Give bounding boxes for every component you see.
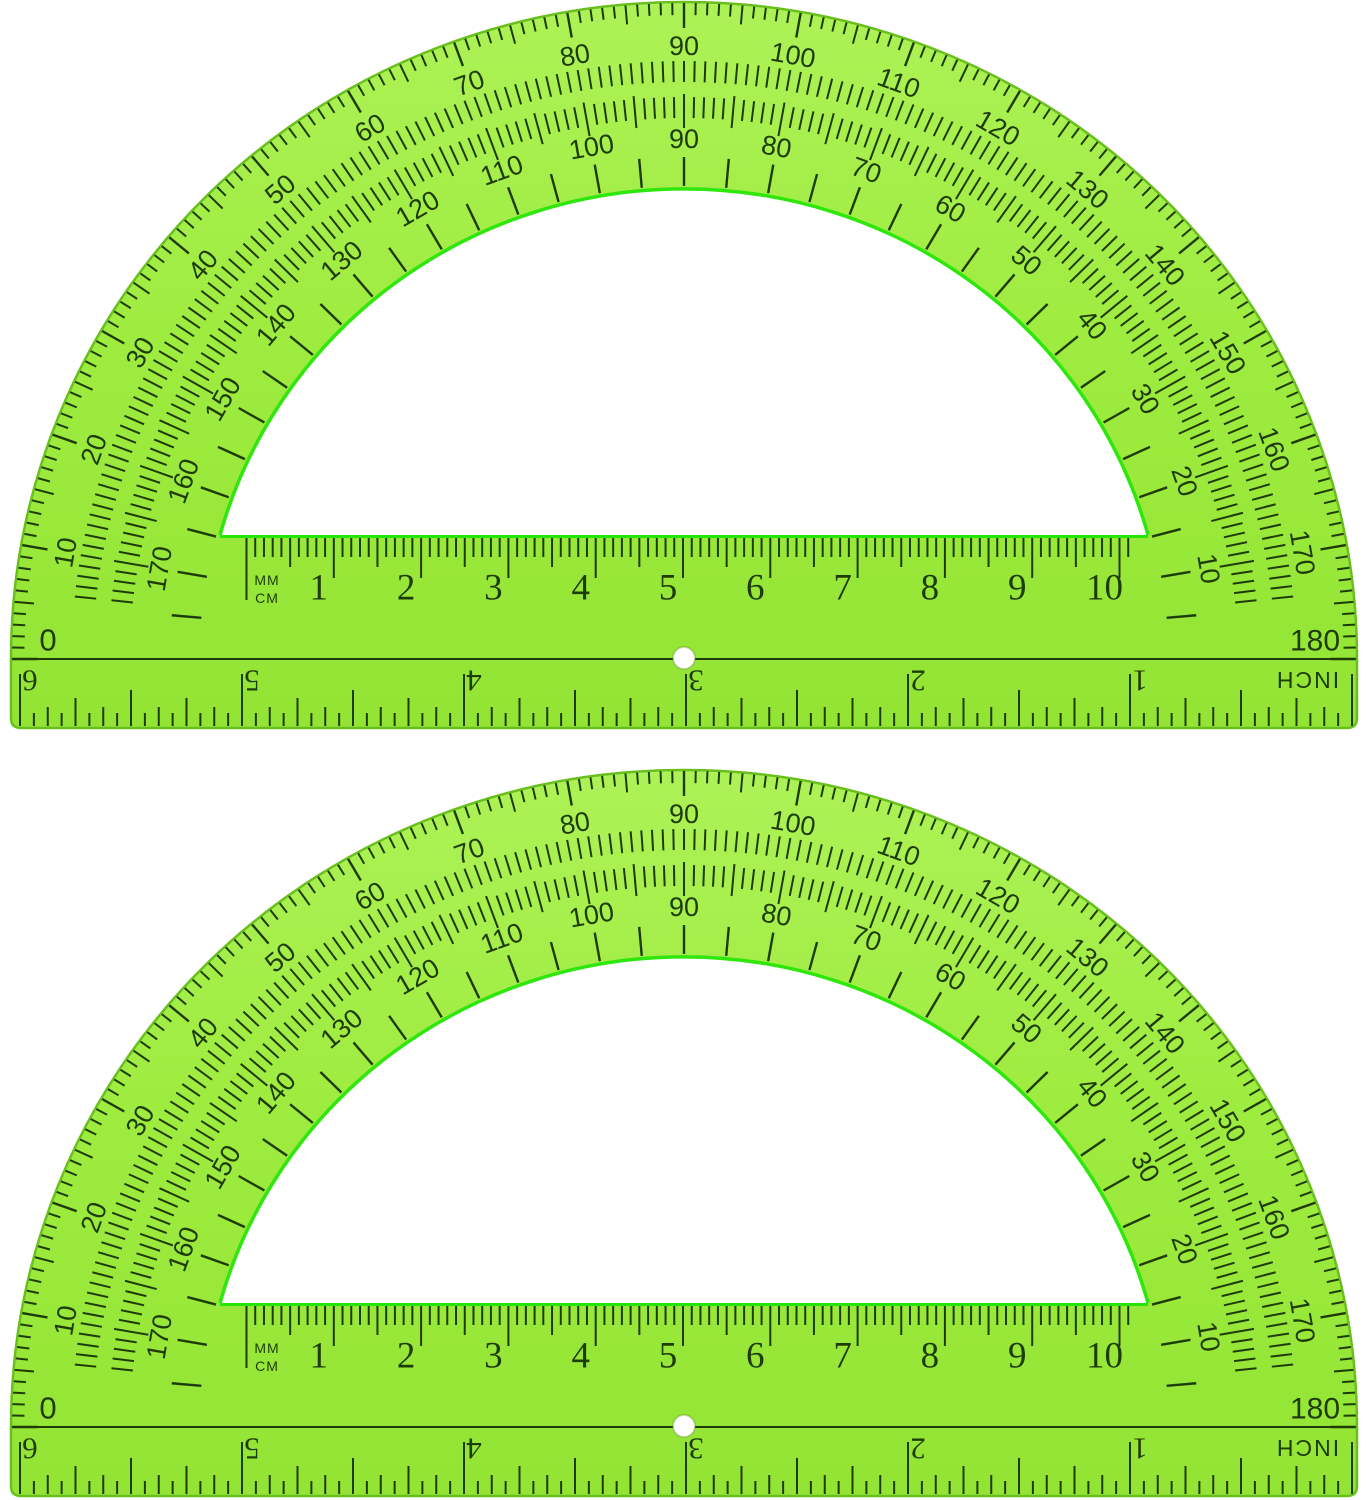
degree-ticks-inner (171, 157, 1197, 619)
cm-number: 2 (397, 568, 416, 609)
cm-number: 4 (571, 1336, 590, 1377)
degree-label-outer: 10 (48, 1303, 83, 1338)
inch-ruler: 1 2 3 4 5 6 INCH (19, 664, 1353, 726)
inch-ruler: 1 2 3 4 5 6 INCH (19, 1432, 1353, 1494)
one-eighty-end-label: 180 (1290, 625, 1340, 658)
cm-number: 6 (746, 1336, 765, 1377)
mm-unit-label: MM (254, 572, 279, 588)
cm-number: 5 (659, 568, 678, 609)
inch-number: 3 (688, 1432, 704, 1467)
cm-number: 3 (484, 1336, 503, 1377)
zero-end-label: 0 (39, 623, 56, 658)
degree-label-inner: 90 (669, 892, 699, 922)
inch-unit-label: INCH (1275, 667, 1339, 693)
degree-label-outer: 90 (669, 31, 699, 61)
inch-number: 5 (244, 1432, 260, 1467)
inner-cutout-edge (218, 955, 1150, 1304)
inch-number: 4 (466, 1432, 482, 1467)
center-hole (672, 1414, 696, 1438)
inch-number: 1 (1132, 1432, 1148, 1467)
cm-number: 8 (921, 568, 940, 609)
inch-number: 6 (22, 1432, 38, 1467)
cm-ruler: 1 2 3 4 5 6 7 8 9 10 MM CM (245, 538, 1130, 609)
cm-number: 1 (310, 1336, 329, 1377)
inch-number: 5 (244, 664, 260, 699)
cm-number: 10 (1086, 568, 1123, 609)
inch-number: 2 (910, 1432, 926, 1467)
cm-number: 2 (397, 1336, 416, 1377)
center-hole (672, 646, 696, 670)
degree-ticks-outer-rim (12, 3, 1356, 661)
cm-unit-label: CM (255, 1358, 279, 1374)
cm-number: 9 (1008, 568, 1027, 609)
cm-number: 8 (921, 1336, 940, 1377)
degree-minor-ticks-lower (111, 862, 1257, 1372)
protractor-body (11, 770, 1357, 1496)
degree-label-inner: 10 (1191, 1319, 1226, 1354)
degree-minor-ticks-upper (74, 61, 1294, 600)
degree-label-inner: 10 (1191, 551, 1226, 586)
cm-number: 1 (310, 568, 329, 609)
degree-label-outer: 80 (558, 38, 593, 73)
degree-minor-ticks-upper (74, 829, 1294, 1368)
protractor-body (11, 2, 1357, 728)
degree-label-outer: 80 (558, 806, 593, 841)
degree-label-outer: 90 (669, 799, 699, 829)
cm-number: 7 (833, 568, 852, 609)
mm-unit-label: MM (254, 1340, 279, 1356)
cm-number: 7 (833, 1336, 852, 1377)
cm-number: 4 (571, 568, 590, 609)
outer-edge (9, 768, 1359, 1498)
cm-number: 6 (746, 568, 765, 609)
degree-ticks-inner (171, 925, 1197, 1387)
outer-edge (9, 0, 1359, 730)
one-eighty-end-label: 180 (1290, 1393, 1340, 1426)
inner-cutout-edge (218, 187, 1150, 536)
cm-unit-label: CM (255, 590, 279, 606)
degree-label-inner: 90 (669, 124, 699, 154)
inch-number: 3 (688, 664, 704, 699)
degree-ticks-outer-rim (12, 771, 1356, 1429)
degree-label-outer: 10 (48, 535, 83, 570)
degree-label-inner: 80 (759, 898, 794, 933)
inch-unit-label: INCH (1275, 1435, 1339, 1461)
inch-number: 2 (910, 664, 926, 699)
inch-number: 6 (22, 664, 38, 699)
cm-ruler: 1 2 3 4 5 6 7 8 9 10 MM CM (245, 1306, 1130, 1377)
cm-number: 3 (484, 568, 503, 609)
inch-number: 4 (466, 664, 482, 699)
degree-label-inner: 80 (759, 130, 794, 165)
cm-number: 9 (1008, 1336, 1027, 1377)
zero-end-label: 0 (39, 1391, 56, 1426)
degree-minor-ticks-lower (111, 94, 1257, 604)
cm-number: 10 (1086, 1336, 1123, 1377)
cm-number: 5 (659, 1336, 678, 1377)
inch-number: 1 (1132, 664, 1148, 699)
